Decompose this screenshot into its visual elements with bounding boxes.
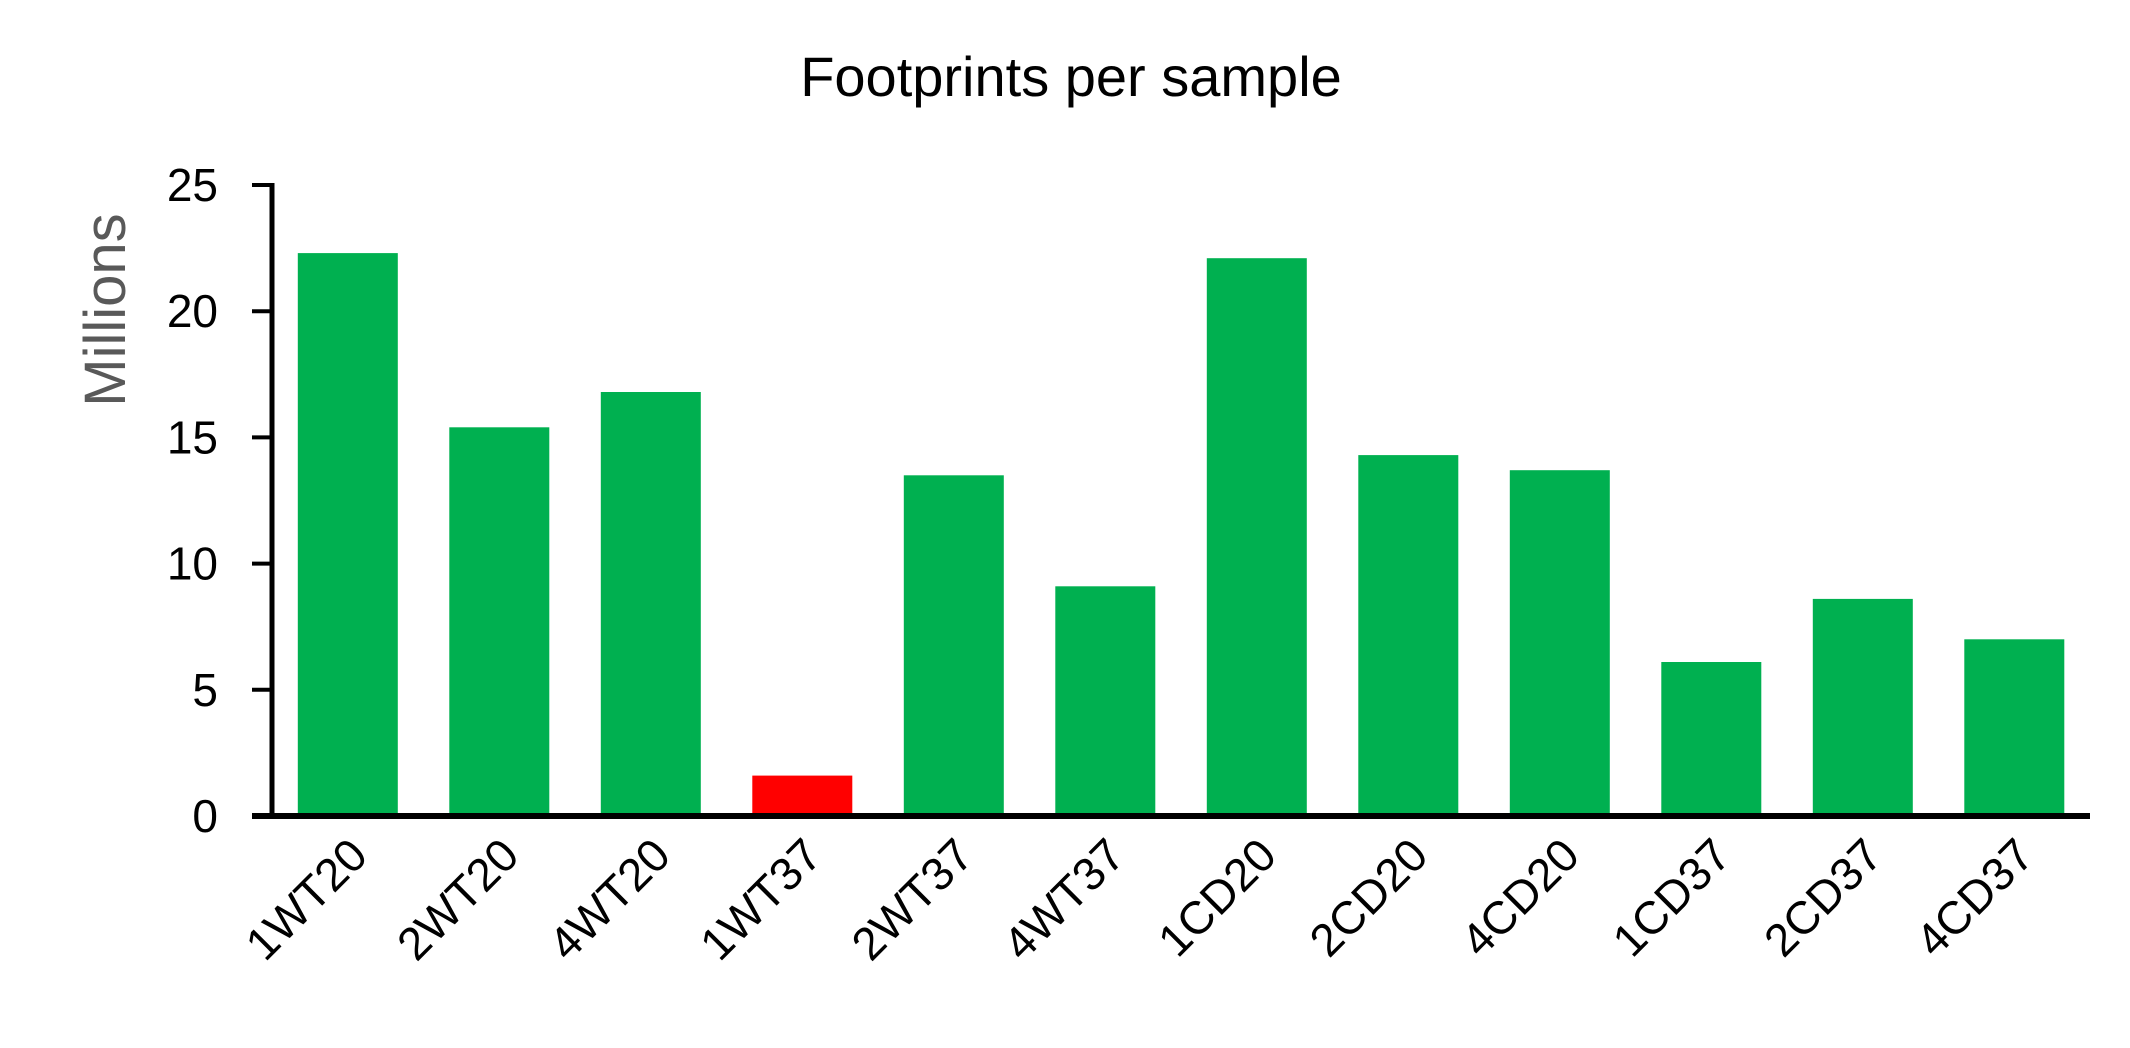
y-tick-label: 10: [167, 538, 218, 590]
x-tick-label: 4WT20: [538, 828, 680, 970]
bar-2CD20: [1358, 455, 1459, 816]
x-labels-group: 1WT20 2WT20 4WT20 1WT37 2WT37 4WT37 1CD20 2CD20…: [235, 828, 2043, 970]
y-ticks-group: 0 5 10 15 20 25: [167, 159, 272, 842]
x-tick-label: 4CD20: [1451, 828, 1589, 966]
bar-1WT37: [752, 775, 853, 816]
x-tick-label: 4WT37: [993, 828, 1135, 970]
x-tick-label: 1WT37: [690, 828, 832, 970]
bar-1CD37: [1661, 662, 1762, 816]
x-tick-label: 2CD20: [1299, 828, 1437, 966]
bar-4WT20: [600, 392, 701, 816]
chart-title: Footprints per sample: [800, 45, 1342, 108]
x-tick-label: 1CD20: [1148, 828, 1286, 966]
bar-1CD20: [1206, 258, 1307, 816]
x-tick-label: 2WT20: [387, 828, 529, 970]
y-tick-label: 5: [192, 664, 218, 716]
bar-4CD20: [1509, 470, 1610, 816]
x-tick-label: 4CD37: [1905, 828, 2043, 966]
y-tick-label: 25: [167, 159, 218, 211]
bar-2WT37: [903, 475, 1004, 816]
bar-1WT20: [297, 253, 398, 817]
x-tick-label: 2WT37: [841, 828, 983, 970]
bar-4CD37: [1964, 639, 2065, 816]
y-tick-label: 15: [167, 411, 218, 463]
x-tick-label: 2CD37: [1754, 828, 1892, 966]
y-tick-label: 20: [167, 285, 218, 337]
y-axis-label: Millions: [73, 213, 138, 406]
y-tick-label: 0: [192, 790, 218, 842]
bar-2CD37: [1812, 598, 1913, 816]
bar-2WT20: [449, 427, 550, 816]
bars-group: [297, 253, 2065, 817]
bar-4WT37: [1055, 586, 1156, 816]
x-tick-label: 1WT20: [235, 828, 377, 970]
x-tick-label: 1CD37: [1602, 828, 1740, 966]
